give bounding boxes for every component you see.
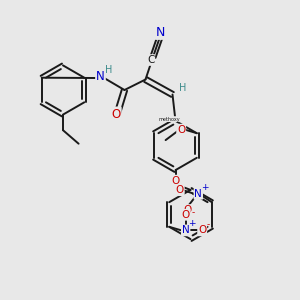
Text: -: - [207,220,210,230]
Text: N: N [96,70,105,83]
Text: O: O [176,185,184,195]
Text: O: O [182,210,190,220]
Text: O: O [198,225,206,236]
Text: C: C [147,55,154,65]
Text: N: N [156,26,165,39]
Text: -: - [192,208,195,217]
Text: O: O [112,107,121,121]
Text: H: H [179,83,186,93]
Text: N: N [182,225,190,236]
Text: O: O [183,205,191,215]
Text: +: + [201,183,209,192]
Text: +: + [188,219,196,228]
Text: H: H [105,64,112,75]
Text: N: N [194,189,202,199]
Text: O: O [177,124,185,135]
Text: O: O [171,176,180,186]
Text: methoxy: methoxy [159,117,181,122]
